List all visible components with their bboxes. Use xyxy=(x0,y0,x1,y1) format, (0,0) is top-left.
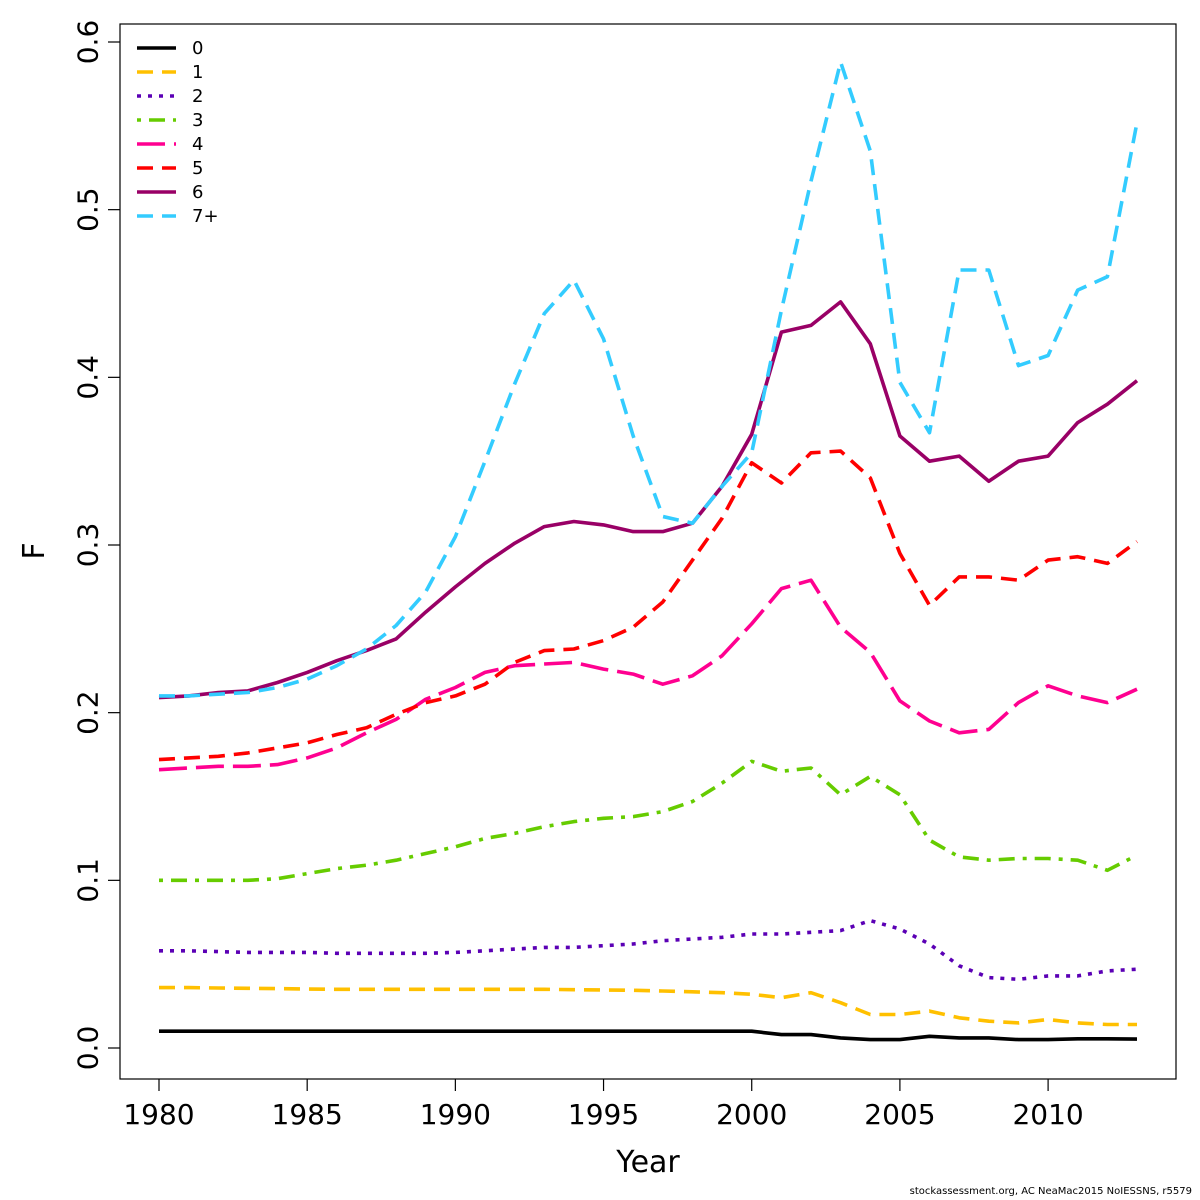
legend-label: 5 xyxy=(192,158,203,179)
series-line-0 xyxy=(159,1029,1138,1042)
legend-label: 4 xyxy=(192,134,203,155)
x-tick-label: 2000 xyxy=(716,1098,787,1131)
y-tick-label: 0.4 xyxy=(72,355,105,400)
legend-label: 1 xyxy=(192,62,203,83)
x-tick-label: 1980 xyxy=(123,1098,194,1131)
x-tick-label: 1990 xyxy=(420,1098,491,1131)
series-line-5 xyxy=(158,449,1139,762)
legend-label: 2 xyxy=(192,86,203,107)
x-axis-title: Year xyxy=(615,1145,680,1180)
legend-label: 6 xyxy=(192,182,203,203)
legend: 0 1 2 3 4 5 6 7+ xyxy=(137,38,219,227)
series-lines xyxy=(158,60,1139,1042)
x-tick-label: 1985 xyxy=(272,1098,343,1131)
x-tick-label: 2010 xyxy=(1012,1098,1083,1131)
y-tick-label: 0.0 xyxy=(72,1026,105,1071)
x-tick-label: 1995 xyxy=(568,1098,639,1131)
legend-label: 3 xyxy=(192,110,203,131)
plot-frame xyxy=(119,23,1177,1080)
x-tick-label: 2005 xyxy=(864,1098,935,1131)
series-line-7plus xyxy=(159,60,1139,698)
y-tick-label: 0.3 xyxy=(72,523,105,568)
y-axis-title: F xyxy=(17,542,52,559)
y-axis: 0.0 0.1 0.2 0.3 0.4 0.5 0.6 xyxy=(72,20,120,1071)
series-line-4 xyxy=(158,578,1138,772)
y-tick-label: 0.1 xyxy=(72,858,105,903)
legend-label: 0 xyxy=(192,38,203,59)
legend-label: 7+ xyxy=(192,206,219,227)
source-footer: stockassessment.org, AC NeaMac2015 NoIES… xyxy=(909,1186,1192,1197)
y-tick-label: 0.2 xyxy=(72,690,105,735)
series-line-1 xyxy=(159,985,1137,1027)
series-line-6 xyxy=(158,300,1139,700)
y-tick-label: 0.6 xyxy=(72,20,105,65)
y-tick-label: 0.5 xyxy=(72,187,105,232)
x-axis: 1980 1985 1990 1995 2000 2005 2010 xyxy=(123,1079,1084,1131)
series-line-3 xyxy=(159,759,1138,883)
